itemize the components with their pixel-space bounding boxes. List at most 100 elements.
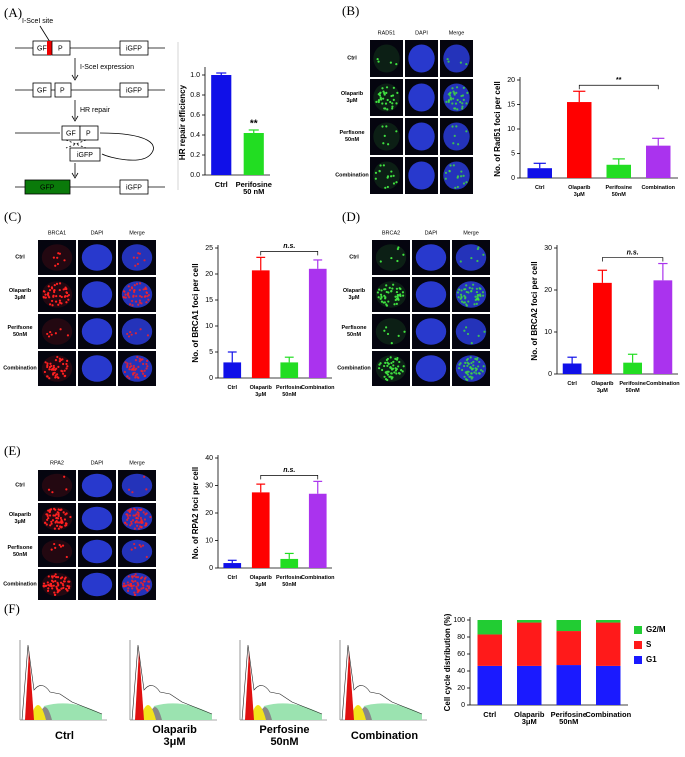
focus — [50, 287, 54, 290]
focus — [390, 175, 393, 178]
focus — [385, 303, 388, 306]
focus — [470, 256, 473, 260]
focus — [132, 514, 135, 517]
y-tick-label: 0.0 — [190, 172, 200, 179]
red-peak — [345, 650, 354, 720]
arrowhead — [71, 115, 79, 122]
focus — [51, 587, 54, 590]
focus — [386, 373, 390, 376]
focus — [130, 365, 133, 368]
focus — [379, 260, 382, 263]
focus — [146, 295, 149, 298]
focus — [66, 584, 69, 588]
label-line: 3μM — [255, 582, 266, 588]
bar — [527, 168, 552, 178]
image-tile — [372, 277, 410, 312]
bar — [280, 558, 299, 568]
focus — [472, 283, 475, 286]
y-axis-label: Cell cycle distribution (%) — [443, 613, 452, 711]
focus — [458, 363, 461, 366]
focus — [64, 524, 67, 527]
yellow-peak — [250, 705, 266, 720]
focus — [383, 364, 386, 368]
focus — [136, 524, 139, 527]
y-tick-label: 10 — [507, 126, 515, 133]
focus — [387, 300, 390, 303]
focus — [55, 585, 58, 588]
focus — [48, 303, 52, 306]
focus — [474, 357, 477, 360]
focus — [478, 360, 481, 364]
focus — [126, 293, 129, 296]
focus — [137, 303, 140, 306]
focus — [54, 580, 57, 583]
focus — [395, 181, 398, 184]
focus — [132, 256, 135, 259]
label-line: Ctrl — [228, 385, 238, 391]
focus — [50, 575, 54, 578]
row-label: Olaparib 3μM — [9, 512, 32, 525]
focus — [126, 513, 129, 516]
focus — [462, 182, 466, 185]
focus — [135, 367, 138, 370]
column-header: Merge — [463, 230, 479, 236]
focus — [66, 589, 69, 592]
x-tick-label: Perifosine 50nM — [276, 575, 303, 588]
legend-swatch — [634, 641, 642, 649]
focus — [60, 525, 63, 529]
bar — [308, 493, 327, 568]
focus — [447, 60, 450, 63]
focus — [42, 290, 46, 293]
focus — [66, 334, 70, 337]
focus — [56, 575, 60, 579]
focus — [386, 175, 390, 178]
nucleus — [81, 506, 113, 531]
focus — [46, 581, 49, 584]
legend-label: G2/M — [646, 625, 666, 634]
focus — [46, 365, 49, 369]
focus — [53, 284, 56, 287]
focus — [136, 511, 139, 514]
focus — [401, 294, 405, 297]
box — [79, 125, 99, 141]
focus — [388, 375, 391, 378]
focus — [43, 370, 47, 374]
focus — [51, 491, 54, 494]
focus — [468, 375, 471, 378]
focus — [463, 301, 466, 304]
focus — [56, 524, 59, 527]
focus — [124, 293, 127, 296]
focus — [401, 291, 405, 294]
box-label: P — [60, 87, 65, 94]
focus — [475, 372, 478, 375]
focus — [143, 259, 146, 262]
focus — [139, 545, 143, 548]
label-line: Perfisone — [7, 545, 32, 551]
focus — [65, 555, 68, 559]
focus — [460, 289, 463, 292]
focus — [460, 300, 464, 303]
focus — [137, 583, 140, 586]
focus — [475, 358, 479, 361]
focus — [449, 91, 452, 94]
bar-segment — [517, 622, 542, 666]
y-tick-label: 20 — [507, 77, 515, 84]
focus — [459, 293, 463, 296]
focus — [145, 512, 148, 515]
bar — [562, 363, 582, 374]
focus — [53, 542, 56, 546]
focus — [385, 326, 388, 329]
y-tick-label: 20 — [544, 287, 552, 294]
significance: n.s. — [283, 467, 295, 474]
focus — [470, 361, 473, 365]
focus — [444, 177, 447, 180]
box-label: P — [58, 45, 63, 52]
focus — [391, 376, 394, 379]
focus — [46, 589, 50, 592]
focus — [136, 256, 139, 259]
focus — [399, 369, 403, 372]
y-axis-label: No. of BRCA1 foci per cell — [191, 263, 200, 362]
focus — [379, 293, 383, 296]
focus — [58, 543, 61, 547]
label-line: 50nM — [559, 717, 578, 726]
